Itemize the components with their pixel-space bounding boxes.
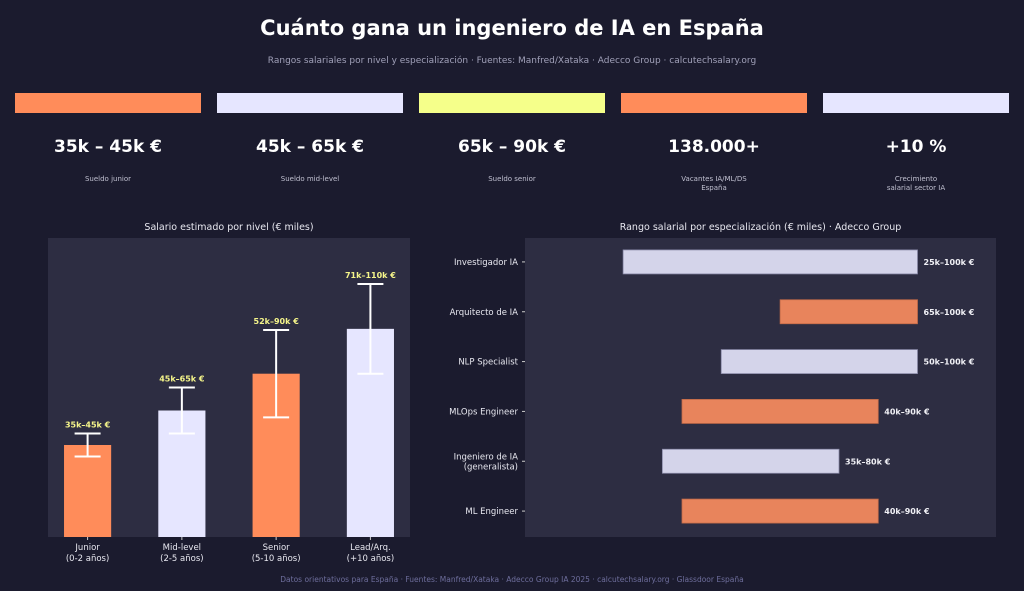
data-label: 40k–90k € [884,507,930,516]
x-tick-label: Mid-level (2-5 años) [160,543,203,564]
footer-sources: Datos orientativos para España · Fuentes… [280,575,744,584]
y-tick-label: MLOps Engineer [449,407,518,417]
kpi-value: +10 % [885,137,947,157]
x-tick-label: Lead/Arq. (+10 años) [347,543,395,564]
data-label: 35k–80k € [845,457,891,466]
y-tick-label: Investigador IA [454,258,518,268]
chart-title: Rango salarial por especialización (€ mi… [620,222,902,233]
page-subtitle: Rangos salariales por nivel y especializ… [267,56,757,66]
kpi-color-bar [217,93,403,113]
kpi-label: Sueldo junior [84,175,131,183]
kpi-value: 45k – 65k € [255,137,364,157]
kpi-label: Vacantes IA/ML/DS España [681,175,747,192]
data-label: 71k–110k € [345,271,396,280]
kpi-color-bar [621,93,807,113]
range-bar [681,498,879,524]
y-tick-label: ML Engineer [465,507,518,517]
range-bar [622,249,918,275]
data-label: 65k–100k € [924,308,975,317]
kpi-color-bar [419,93,605,113]
kpi-label: Crecimiento salarial sector IA [886,175,946,192]
chart-plot-area [525,238,996,537]
data-label: 35k–45k € [65,421,111,430]
data-label: 40k–90k € [884,407,930,416]
kpi-value: 65k – 90k € [457,137,566,157]
range-bar [779,299,918,325]
kpi-color-bar [823,93,1009,113]
kpi-value: 35k – 45k € [53,137,162,157]
y-tick-label: NLP Specialist [458,358,518,368]
x-tick-label: Senior (5-10 años) [252,543,301,564]
data-label: 50k–100k € [924,358,975,367]
page-title: Cuánto gana un ingeniero de IA en España [260,16,764,40]
range-bar [681,399,879,424]
kpi-label: Sueldo senior [488,175,536,183]
y-tick-label: Ingeniero de IA (generalista) [454,452,519,472]
kpi-card: 45k – 65k € Sueldo mid-level [217,93,403,184]
kpi-color-bar [15,93,201,113]
data-label: 25k–100k € [924,258,975,267]
bar [64,445,112,537]
chart-title: Salario estimado por nivel (€ miles) [144,222,313,233]
range-bar [720,349,918,374]
x-tick-label: Junior (0-2 años) [66,543,109,564]
data-label: 52k–90k € [254,317,300,326]
kpi-card: 65k – 90k € Sueldo senior [419,93,605,184]
kpi-card: +10 % Crecimiento salarial sector IA [823,93,1009,193]
data-label: 45k–65k € [159,375,205,384]
kpi-card: 35k – 45k € Sueldo junior [15,93,201,184]
kpi-card: 138.000+ Vacantes IA/ML/DS España [621,93,807,193]
kpi-value: 138.000+ [668,137,760,157]
range-bar [661,448,840,474]
y-tick-label: Arquitecto de IA [450,308,519,318]
kpi-label: Sueldo mid-level [280,175,340,183]
